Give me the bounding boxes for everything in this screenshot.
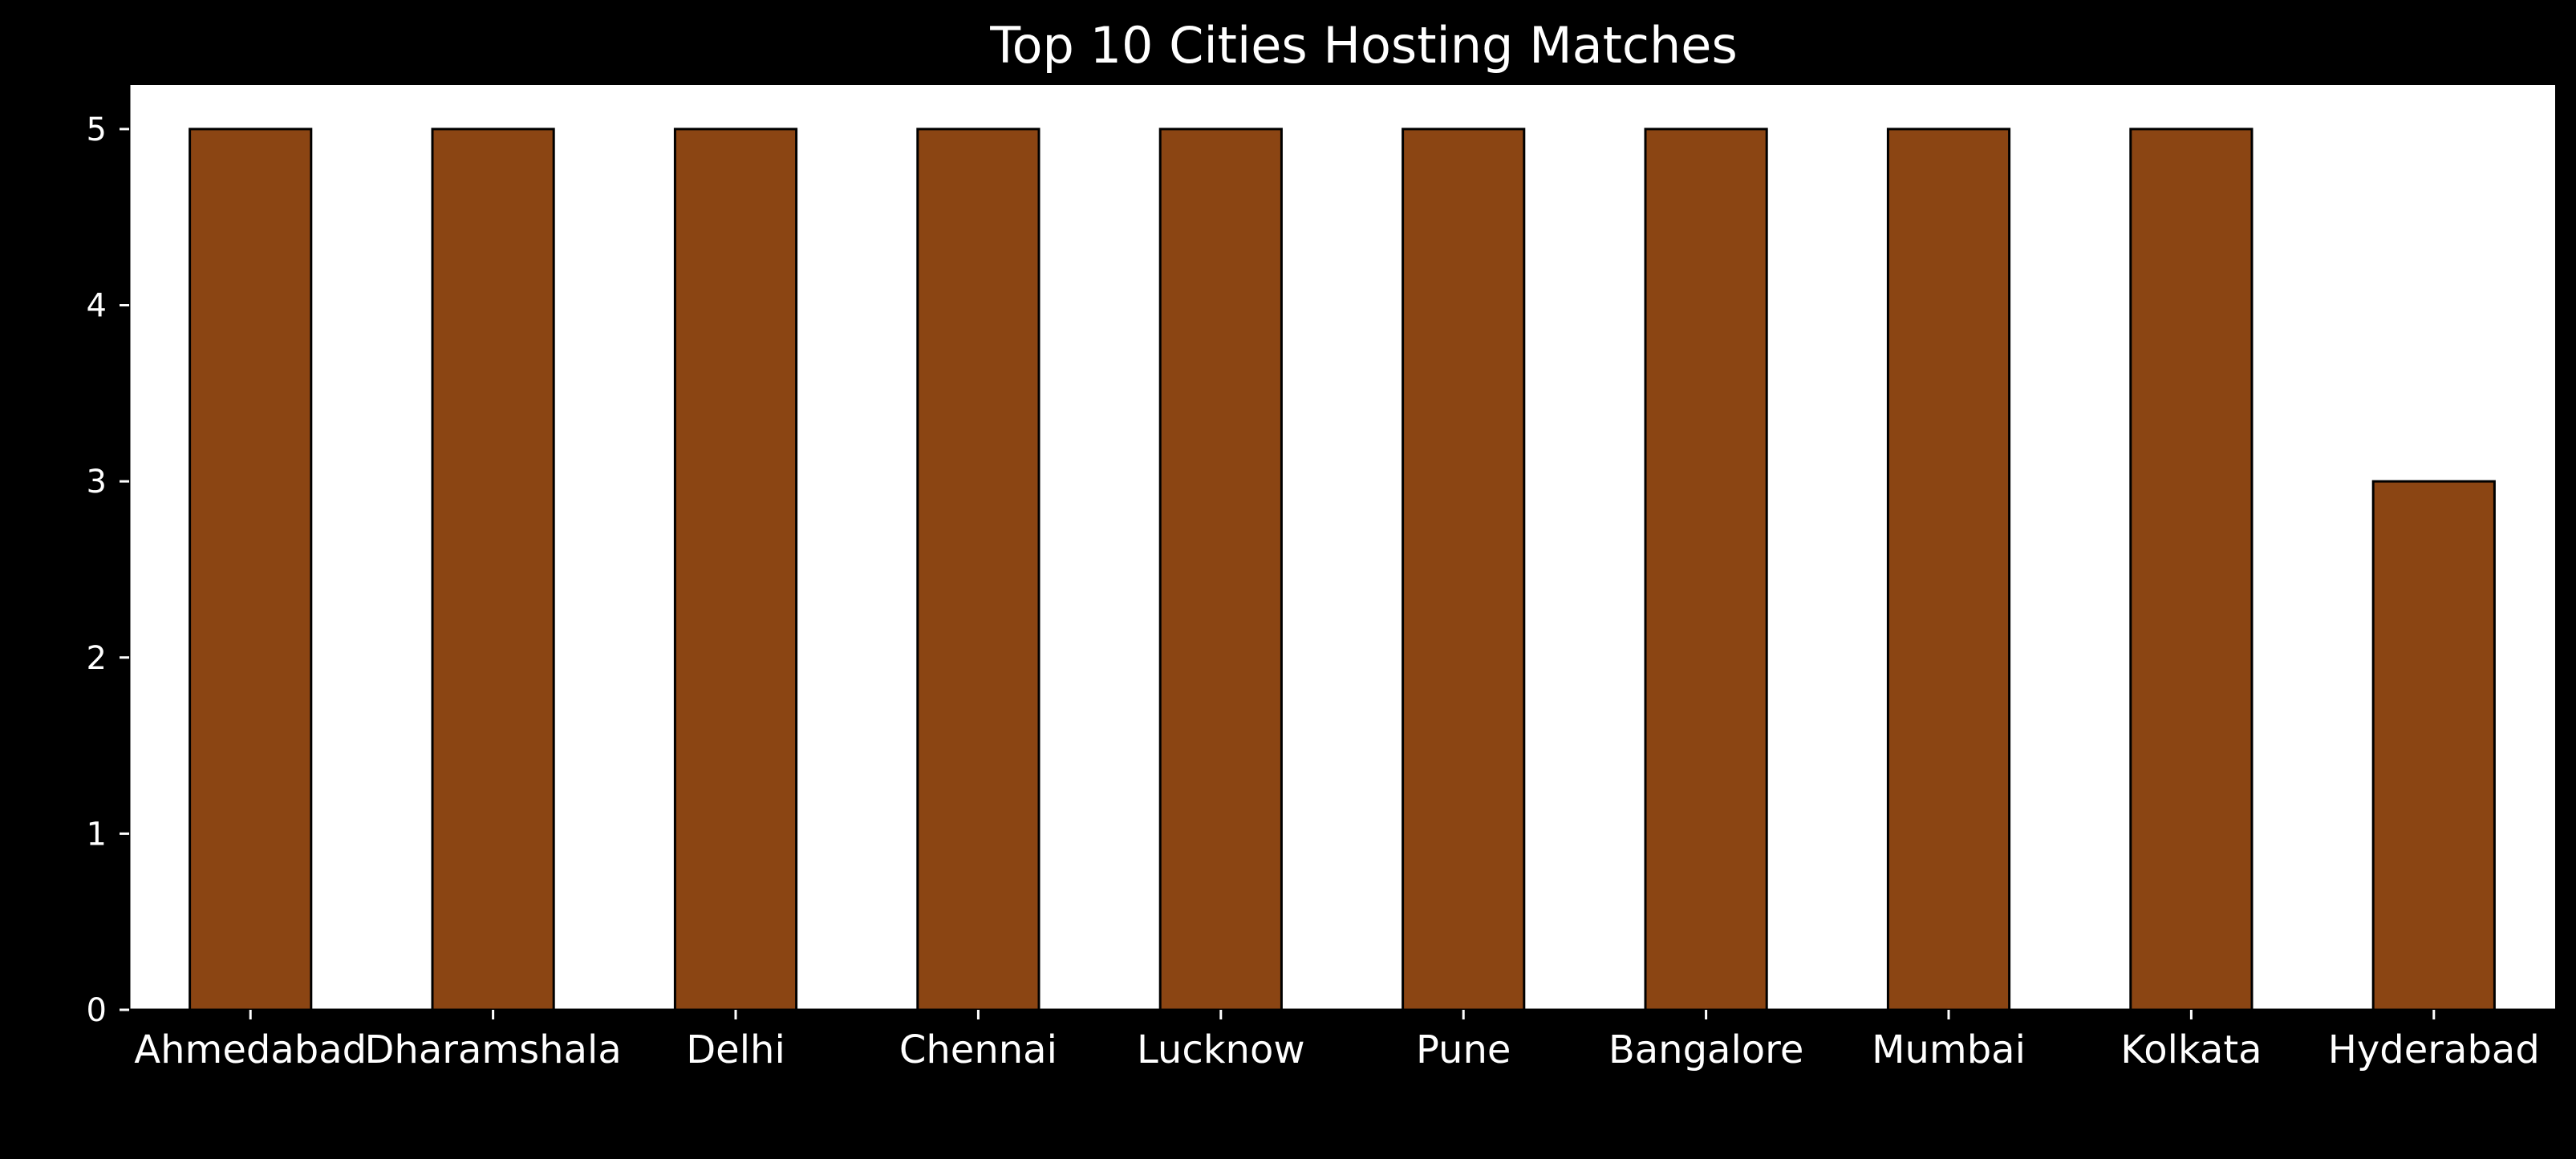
y-tick-label: 0 [87, 992, 107, 1029]
bar-kolkata [2129, 128, 2253, 1011]
y-axis-ticks: 0 1 2 3 4 5 [87, 111, 129, 1029]
y-tick-label: 1 [87, 816, 107, 853]
chart-title: Top 10 Cities Hosting Matches [989, 16, 1738, 75]
x-tick-label: Ahmedabad [134, 1027, 367, 1072]
bar-lucknow [1158, 128, 1283, 1011]
y-tick-label: 3 [87, 464, 107, 500]
x-tick-label: Dharamshala [364, 1027, 621, 1072]
x-tick-label: Kolkata [2120, 1027, 2262, 1072]
bar-bangalore [1644, 128, 1768, 1011]
bar-mumbai [1886, 128, 2011, 1011]
x-tick-label: Delhi [686, 1027, 785, 1072]
bar-dharamshala [431, 128, 555, 1011]
x-tick-label: Lucknow [1137, 1027, 1305, 1072]
x-tick-label: Chennai [899, 1027, 1057, 1072]
bars-layer [189, 128, 2496, 1011]
x-tick-label: Pune [1416, 1027, 1511, 1072]
y-tick-label: 2 [87, 640, 107, 677]
bar-pune [1402, 128, 1526, 1011]
y-tick-label: 5 [87, 111, 107, 148]
bar-delhi [673, 128, 798, 1011]
x-tick-label: Hyderabad [2328, 1027, 2540, 1072]
x-tick-label: Mumbai [1872, 1027, 2026, 1072]
bar-chennai [916, 128, 1041, 1011]
bar-hyderabad [2371, 480, 2496, 1011]
x-tick-label: Bangalore [1608, 1027, 1804, 1072]
bar-ahmedabad [189, 128, 313, 1011]
y-tick-label: 4 [87, 288, 107, 325]
